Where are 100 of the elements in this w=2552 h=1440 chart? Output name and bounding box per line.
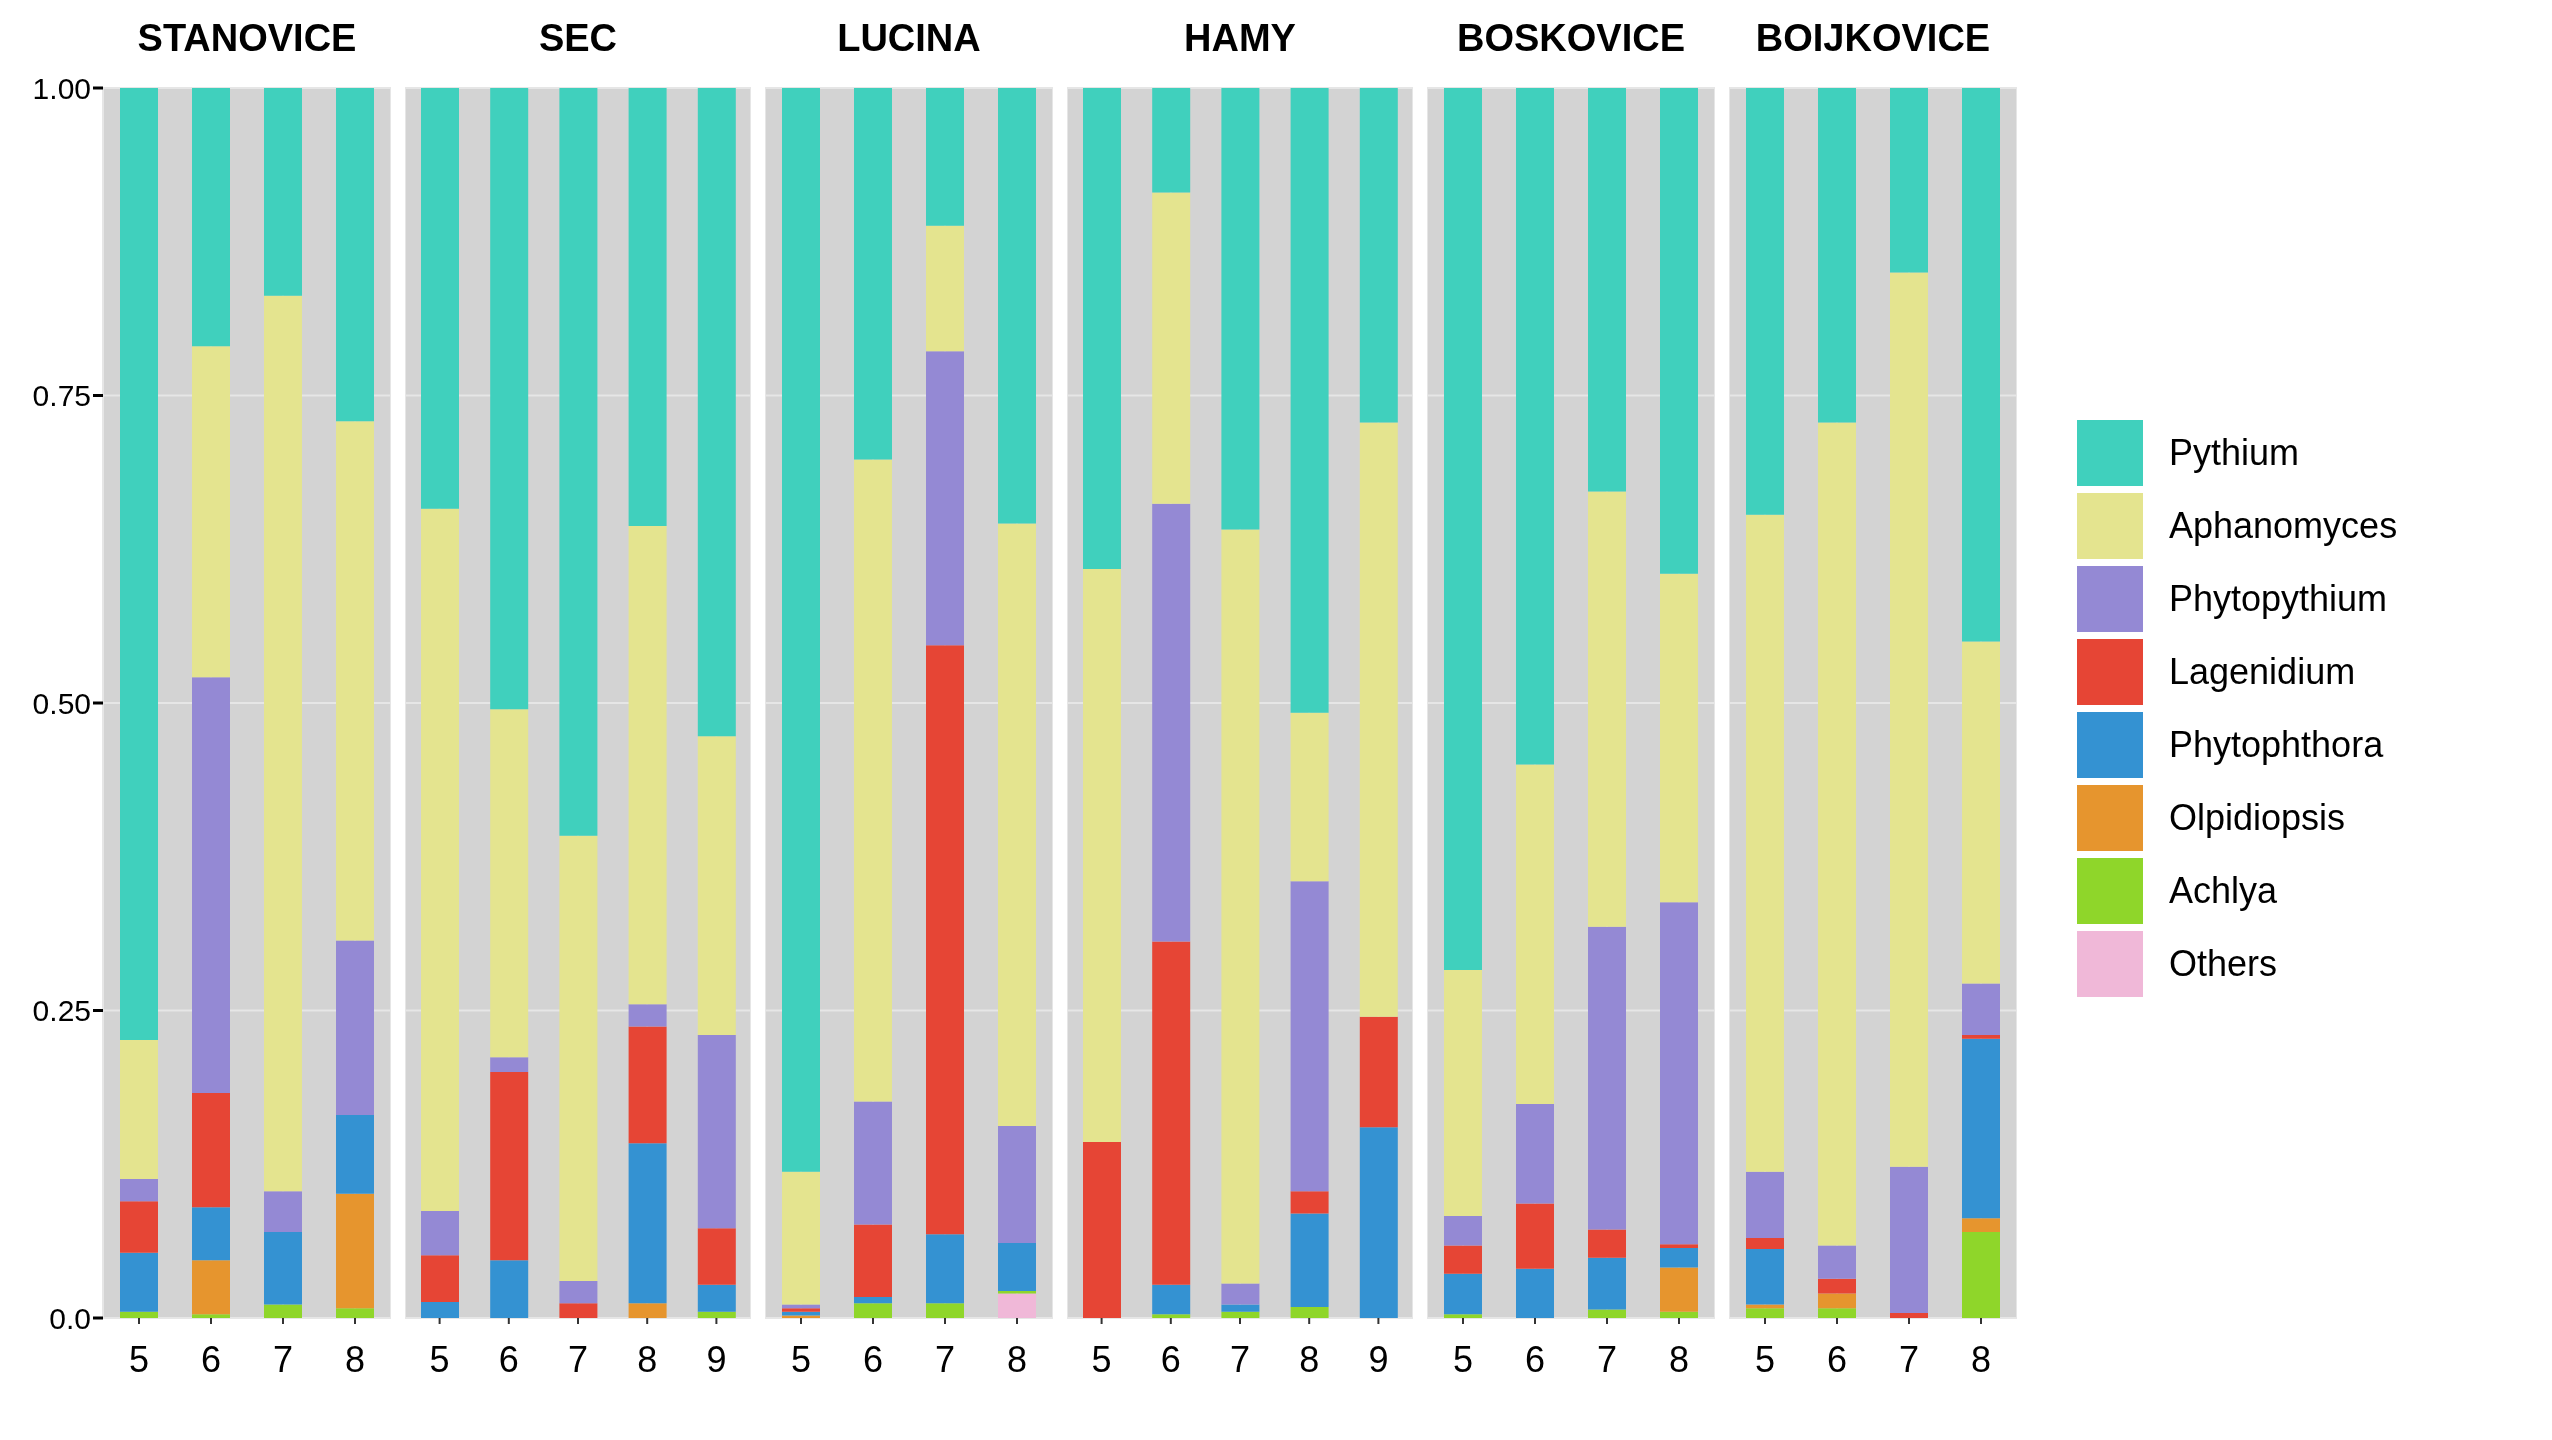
bar [1152,192,1191,504]
bar [998,88,1036,524]
bar [697,1311,736,1318]
x-tick-label: 8 [1668,1338,1690,1380]
bar [1588,926,1626,1230]
x-tick-label: 8 [637,1338,658,1380]
bar [1588,491,1626,927]
bar [1290,881,1329,1192]
bar [1660,902,1698,1245]
bar [1221,1311,1260,1318]
bar [1818,1245,1856,1279]
x-tick-label: 7 [567,1338,589,1380]
bar [1818,88,1856,423]
bar [1660,88,1698,574]
bar [697,1035,736,1229]
legend-label: Lagenidium [2169,650,2356,693]
bar [1290,1191,1329,1214]
bar [120,1201,158,1253]
bar [854,1101,892,1225]
bar [1290,88,1329,713]
bar [1444,1314,1482,1318]
bar [998,523,1036,1127]
bar [1444,1215,1482,1246]
bar [1588,88,1626,492]
y-tick-label: 0.25 [32,994,91,1028]
chart-title: BOSKOVICE [1455,16,1686,61]
bar [559,1303,598,1318]
bar [1290,1306,1329,1318]
bar [1444,1245,1482,1274]
bar [336,88,374,422]
bar [1083,1142,1121,1318]
bar [854,88,892,460]
bar [192,1207,230,1261]
legend-label: Olpidiopsis [2169,796,2346,839]
x-tick-label: 8 [1970,1338,1992,1380]
bar [1962,1038,2000,1219]
x-tick-label: 6 [1826,1338,1848,1380]
bar [782,1304,820,1309]
y-tick-label: 0.75 [32,379,91,413]
chart-title: BOIJKOVICE [1754,16,1992,61]
bar [1746,1238,1784,1250]
x-tick-label: 7 [1898,1338,1920,1380]
x-tick-label: 9 [1368,1338,1389,1380]
chart-title: LUCINA [836,16,982,61]
bar [1359,422,1398,1017]
bar [1516,1103,1554,1204]
bar [559,835,598,1282]
bar [1962,88,2000,642]
x-tick-label: 8 [1006,1338,1028,1380]
bar [1746,1308,1784,1318]
bar [1359,1016,1398,1128]
bar [782,1311,820,1316]
y-tick-label: 0.0 [49,1301,91,1335]
bar [1152,1284,1191,1315]
x-tick-label: 7 [1596,1338,1618,1380]
bar [490,1260,529,1318]
bar [120,1040,158,1180]
bar [264,1304,302,1318]
bar [421,1255,459,1303]
bar [559,88,598,836]
bar [490,88,529,710]
x-tick-label: 5 [128,1338,150,1380]
x-tick-label: 6 [1524,1338,1546,1380]
x-tick-label: 5 [1452,1338,1474,1380]
bar [926,1234,964,1304]
bar [926,645,964,1235]
y-tick-label: 1.00 [32,71,91,105]
y-tick-label: 0.50 [32,686,91,720]
bar [120,1179,158,1202]
bar [336,421,374,941]
bar [926,225,964,352]
bar [1221,88,1260,530]
x-tick-label: 7 [272,1338,294,1380]
bar [192,346,230,678]
bar [192,1260,230,1315]
bar [336,1193,374,1309]
x-tick-label: 8 [344,1338,366,1380]
bar [1221,1304,1260,1312]
bar [628,88,667,526]
bar [628,1303,667,1318]
bar [1660,1247,1698,1268]
bar [264,1231,302,1305]
bar [1516,1268,1554,1318]
bar [1746,1304,1784,1309]
bar [1516,764,1554,1104]
bar [1818,1308,1856,1318]
x-tick-label: 5 [1754,1338,1776,1380]
bar [854,1297,892,1304]
legend-label: Phytophthora [2169,723,2384,766]
bar [926,351,964,646]
x-tick-label: 5 [1091,1338,1112,1380]
bar [1359,88,1398,423]
x-tick-label: 7 [934,1338,956,1380]
chart-title: STANOVICE [136,16,358,61]
x-tick-label: 6 [1160,1338,1181,1380]
bar [336,1115,374,1194]
bar [1444,1273,1482,1315]
legend-label: Others [2169,942,2278,985]
bar [120,1252,158,1312]
bar [697,1228,736,1285]
